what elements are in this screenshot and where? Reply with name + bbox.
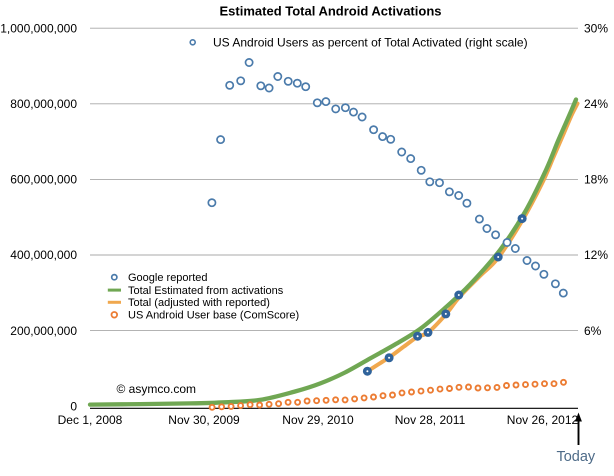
svg-text:US Android Users as percent of: US Android Users as percent of Total Act…	[213, 35, 528, 49]
svg-text:Estimated Total Android Activa: Estimated Total Android Activations	[220, 4, 442, 19]
svg-text:© asymco.com: © asymco.com	[117, 382, 197, 396]
svg-text:30%: 30%	[584, 21, 608, 35]
svg-text:Total (adjusted with reported): Total (adjusted with reported)	[128, 297, 270, 309]
svg-text:Nov 30, 2009: Nov 30, 2009	[168, 413, 240, 427]
svg-text:1,000,000,000: 1,000,000,000	[0, 21, 77, 35]
svg-text:Total Estimated from activatio: Total Estimated from activations	[128, 285, 284, 297]
svg-text:200,000,000: 200,000,000	[10, 324, 77, 338]
svg-text:Today: Today	[556, 449, 595, 465]
svg-text:US Android User base (ComScore: US Android User base (ComScore)	[128, 310, 299, 322]
svg-text:24%: 24%	[584, 97, 608, 111]
svg-text:600,000,000: 600,000,000	[10, 173, 77, 187]
svg-text:Google reported: Google reported	[128, 272, 208, 284]
svg-text:6%: 6%	[584, 324, 602, 338]
svg-text:Dec 1, 2008: Dec 1, 2008	[58, 413, 123, 427]
svg-text:Nov 29, 2010: Nov 29, 2010	[282, 413, 354, 427]
svg-text:0: 0	[70, 400, 77, 414]
svg-text:400,000,000: 400,000,000	[10, 248, 77, 262]
svg-text:12%: 12%	[584, 248, 608, 262]
svg-text:18%: 18%	[584, 173, 608, 187]
svg-text:800,000,000: 800,000,000	[10, 97, 77, 111]
svg-text:Nov 26, 2012: Nov 26, 2012	[507, 413, 579, 427]
svg-text:Nov 28, 2011: Nov 28, 2011	[395, 413, 466, 427]
